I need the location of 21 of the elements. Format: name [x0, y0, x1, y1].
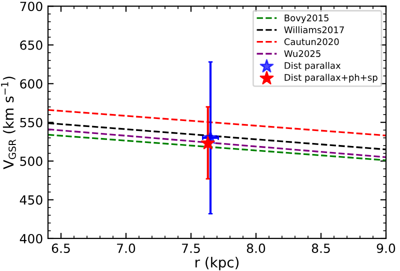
- y-tick-label: 400: [20, 234, 42, 244]
- legend-label: Dist parallax: [284, 62, 341, 71]
- y-tick-label: 450: [20, 195, 42, 205]
- y-axis-title: V$_{GSR}$ (km s$^{−1}$): [1, 76, 16, 170]
- y-tick-label: 550: [20, 118, 42, 128]
- x-tick-label: 6.5: [52, 244, 70, 254]
- y-tick-label: 650: [20, 40, 42, 50]
- legend-label: Cautun2020: [284, 38, 339, 46]
- y-tick-label: 500: [20, 156, 42, 166]
- x-tick-label: 8.5: [312, 244, 330, 254]
- x-tick-label: 7.0: [117, 244, 136, 254]
- x-tick-label: 9.0: [376, 244, 396, 254]
- x-axis-title: r (kpc): [196, 256, 239, 270]
- y-tick-label: 600: [20, 79, 42, 89]
- legend-label: Dist parallax+ph+sp: [284, 74, 378, 83]
- legend-label: Bovy2015: [284, 14, 328, 24]
- x-tick-label: 8.0: [246, 244, 266, 254]
- x-tick-label: 7.5: [182, 244, 200, 254]
- legend-label: Williams2017: [284, 26, 344, 34]
- legend-label: Wu2025: [284, 50, 320, 58]
- y-tick-label: 700: [20, 2, 42, 12]
